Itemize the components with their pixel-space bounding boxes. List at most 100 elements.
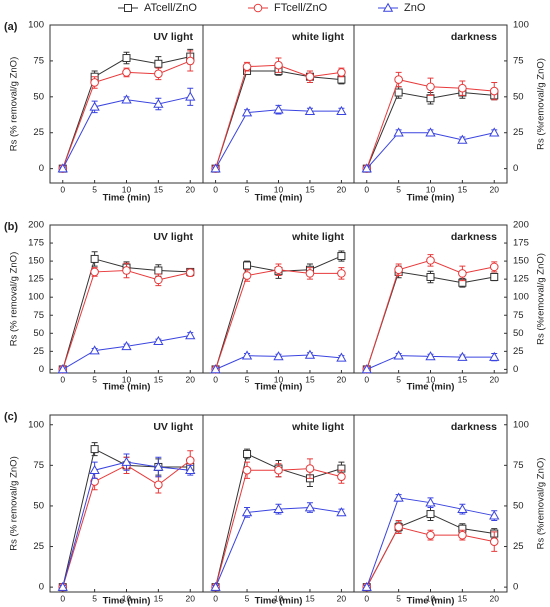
legend-label: FTcell/ZnO	[274, 2, 328, 14]
data-point	[154, 480, 163, 490]
y-tick-label: 50	[33, 328, 44, 339]
x-axis-label: Time (min)	[255, 193, 303, 204]
legend-label: ATcell/ZnO	[144, 2, 197, 14]
x-tick-label: 10	[122, 184, 132, 194]
legend-marker	[124, 4, 132, 12]
data-point	[337, 252, 346, 261]
data-point	[336, 352, 347, 362]
data-point	[336, 507, 347, 517]
data-point	[394, 265, 403, 275]
y2-tick-label: 200	[513, 220, 529, 231]
data-point	[361, 581, 372, 591]
series-line	[215, 64, 342, 169]
data-point	[304, 502, 316, 512]
data-point	[458, 83, 467, 93]
data-point	[185, 56, 195, 66]
data-point	[489, 537, 499, 546]
x-tick-label: 5	[92, 374, 97, 384]
x-tick-label: 15	[305, 593, 315, 603]
y2-tick-label: 0	[513, 364, 518, 375]
x-tick-label: 10	[122, 593, 132, 603]
data-point	[185, 268, 195, 277]
data-point	[489, 262, 499, 272]
data-point	[457, 351, 468, 361]
y2-tick-label: 125	[513, 274, 529, 285]
y2-tick-label: 75	[513, 55, 524, 66]
panel-frame	[202, 224, 355, 374]
x-tick-label: 15	[154, 593, 164, 603]
data-point	[90, 254, 99, 263]
x-tick-label: 0	[364, 184, 369, 194]
series-line	[62, 96, 191, 169]
data-point	[154, 69, 163, 79]
y-tick-label: 125	[28, 274, 44, 285]
y2-tick-label: 0	[513, 163, 518, 174]
panel-frame	[202, 24, 355, 184]
y2-tick-label: 175	[513, 238, 529, 249]
data-point	[90, 267, 99, 277]
panel-title: UV light	[153, 31, 193, 43]
y2-tick-label: 75	[513, 460, 524, 471]
series-line	[62, 269, 191, 370]
y-tick-label: 75	[33, 55, 44, 66]
y-tick-label: 0	[39, 582, 44, 593]
x-tick-label: 5	[396, 184, 401, 194]
data-point	[458, 269, 467, 278]
data-point	[426, 510, 435, 519]
data-point	[457, 503, 468, 513]
data-point	[361, 364, 372, 374]
x-tick-label: 0	[213, 184, 218, 194]
y-tick-label: 175	[28, 238, 44, 249]
x-tick-label: 0	[213, 593, 218, 603]
x-tick-label: 10	[426, 184, 436, 194]
panel-frame	[202, 414, 355, 593]
data-point	[89, 101, 100, 111]
x-tick-label: 0	[60, 184, 65, 194]
y2-axis-label: Rs (%removal/g ZnO)	[536, 458, 547, 550]
x-tick-label: 10	[122, 374, 132, 384]
data-point	[241, 507, 253, 517]
data-point	[122, 266, 131, 275]
data-point	[273, 503, 284, 513]
data-point	[426, 272, 435, 281]
panel-frame	[353, 224, 508, 374]
x-tick-label: 20	[186, 593, 196, 603]
data-point	[242, 62, 252, 71]
x-axis-label: Time (min)	[255, 596, 303, 607]
data-point	[304, 105, 316, 115]
x-tick-label: 5	[92, 184, 97, 194]
y-tick-label: 200	[28, 220, 44, 231]
data-point	[337, 269, 346, 278]
x-tick-label: 10	[274, 593, 284, 603]
data-point	[242, 465, 252, 475]
data-point	[122, 54, 131, 63]
y2-tick-label: 100	[513, 20, 529, 31]
data-point	[305, 464, 315, 473]
data-point	[121, 94, 132, 104]
data-point	[337, 68, 346, 77]
data-point	[154, 275, 163, 285]
data-point	[57, 581, 68, 591]
legend-label: ZnO	[404, 2, 426, 14]
data-point	[274, 465, 283, 475]
data-point	[394, 522, 403, 532]
panel-title: darkness	[451, 31, 497, 43]
x-tick-label: 15	[458, 593, 468, 603]
panel-title: darkness	[451, 231, 497, 243]
data-point	[241, 107, 253, 117]
x-axis-label: Time (min)	[407, 596, 455, 607]
data-point	[57, 163, 68, 173]
data-point	[425, 497, 436, 507]
data-point	[89, 464, 100, 475]
legend-marker	[382, 2, 394, 12]
panel-frame	[49, 24, 204, 184]
data-point	[305, 72, 315, 82]
x-tick-label: 5	[396, 593, 401, 603]
data-point	[89, 345, 100, 355]
panel-frame	[49, 224, 204, 374]
data-point	[304, 349, 316, 359]
data-point	[458, 530, 467, 540]
y2-tick-label: 150	[513, 256, 529, 267]
y2-axis-label: Rs (%removal/g ZnO)	[536, 58, 547, 150]
